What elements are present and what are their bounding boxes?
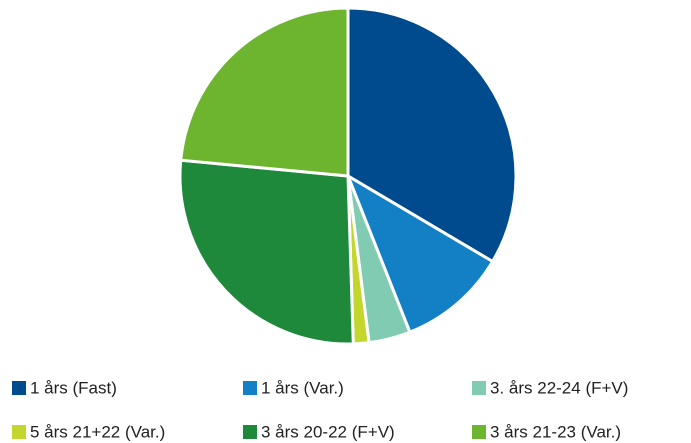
pie-slice [344,172,495,335]
pie-slice [179,6,350,178]
legend-swatch [12,425,26,439]
legend-label: 3 års 21-23 (Var.) [490,422,621,441]
legend-swatch [243,381,257,395]
legend-label: 1 års (Fast) [30,378,117,397]
legend-swatch [472,381,486,395]
pie-slice [346,6,518,264]
legend-swatch [243,425,257,439]
pie-slice [178,158,355,346]
legend-label: 1 års (Var.) [261,378,344,397]
legend-label: 3 års 20-22 (F+V) [261,422,395,441]
legend-swatch [12,381,26,395]
legend-label: 5 års 21+22 (Var.) [30,422,165,441]
legend-swatch [472,425,486,439]
legend-label: 3. års 22-24 (F+V) [490,378,628,397]
